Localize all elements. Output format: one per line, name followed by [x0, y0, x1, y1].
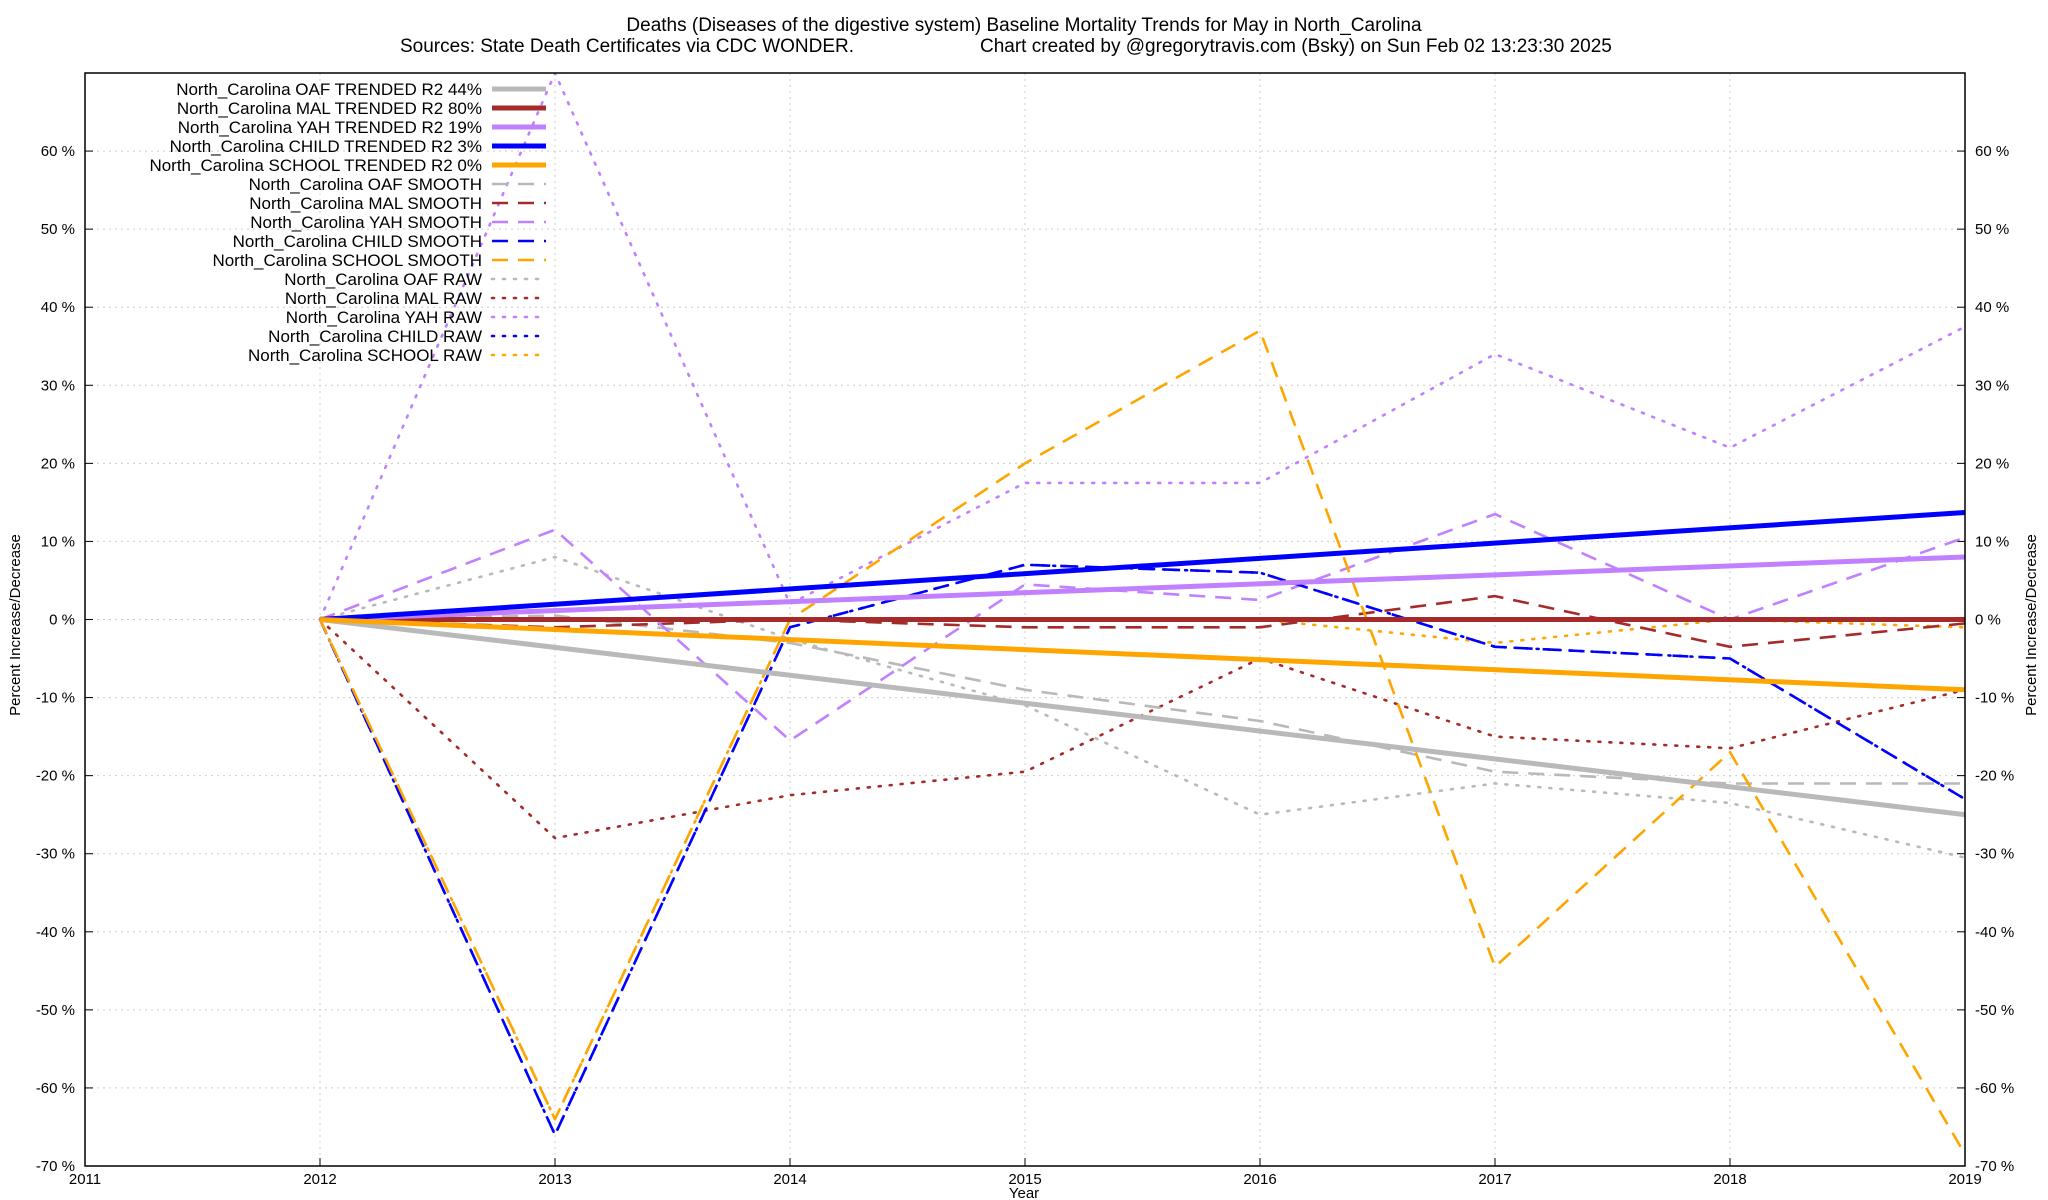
x-tick-label: 2016: [1243, 1171, 1276, 1188]
legend-label: North_Carolina OAF RAW: [284, 270, 482, 289]
legend-label: North_Carolina CHILD RAW: [268, 327, 482, 346]
y-tick-label-left: 60 %: [41, 143, 75, 160]
y-tick-label-right: -40 %: [1975, 924, 2014, 941]
chart-subtitle-credit: Chart created by @gregorytravis.com (Bsk…: [980, 36, 1612, 57]
series-line-mal-smooth: [319, 594, 1965, 649]
y-tick-label-left: 10 %: [41, 533, 75, 550]
legend-label: North_Carolina MAL SMOOTH: [249, 194, 482, 213]
y-axis-label-right: Percent Increase/Decrease: [2023, 534, 2040, 716]
legend-label: North_Carolina OAF SMOOTH: [249, 175, 482, 194]
y-tick-label-left: -50 %: [36, 1002, 75, 1019]
y-tick-label-right: -70 %: [1975, 1158, 2014, 1175]
y-tick-label-left: 40 %: [41, 299, 75, 316]
legend-label: North_Carolina MAL RAW: [285, 289, 482, 308]
y-tick-label-left: 0 %: [49, 612, 75, 629]
y-tick-label-left: -70 %: [36, 1158, 75, 1175]
legend-label: North_Carolina CHILD SMOOTH: [233, 232, 482, 251]
y-tick-label-right: -10 %: [1975, 690, 2014, 707]
series-line-school-trend: [319, 617, 1965, 693]
x-tick-label: 2019: [1948, 1171, 1981, 1188]
y-tick-label-right: 0 %: [1975, 612, 2001, 629]
series-line-oaf-raw: [318, 555, 1965, 859]
y-tick-label-right: 30 %: [1975, 377, 2009, 394]
series-line-oaf-trend: [319, 617, 1965, 818]
legend-label: North_Carolina MAL TRENDED R2 80%: [177, 99, 482, 118]
plot-frame: [84, 72, 1966, 1167]
series-lines: [318, 73, 1965, 1155]
legend-label: North_Carolina YAH RAW: [286, 308, 482, 327]
y-tick-label-left: 30 %: [41, 377, 75, 394]
y-tick-label-right: -20 %: [1975, 768, 2014, 785]
y-tick-label-left: -30 %: [36, 846, 75, 863]
y-tick-label-right: -60 %: [1975, 1080, 2014, 1097]
series-line-school-smooth: [318, 329, 1965, 1155]
x-tick-label: 2011: [69, 1171, 101, 1188]
x-tick-label: 2013: [538, 1171, 571, 1188]
y-tick-label-left: -60 %: [36, 1080, 75, 1097]
legend-label: North_Carolina SCHOOL TRENDED R2 0%: [149, 156, 482, 175]
y-tick-label-left: -20 %: [36, 768, 75, 785]
chart-subtitle-sources: Sources: State Death Certificates via CD…: [400, 36, 854, 57]
x-tick-label: 2015: [1008, 1171, 1041, 1188]
y-tick-label-right: 40 %: [1975, 299, 2009, 316]
axis-ticks: -70 % -70 % -60 % -60 % -50 % -50 % -40 % -40 %…: [36, 143, 2014, 1188]
y-axis-label-left: Percent Increase/Decrease: [7, 534, 24, 716]
y-tick-label-left: -40 %: [36, 924, 75, 941]
x-tick-label: 2017: [1478, 1171, 1511, 1188]
x-tick-label: 2014: [773, 1171, 806, 1188]
y-tick-label-right: 60 %: [1975, 143, 2009, 160]
y-tick-label-right: 50 %: [1975, 221, 2009, 238]
series-line-child-smooth: [318, 563, 1965, 1137]
y-tick-label-left: -10 %: [36, 690, 75, 707]
y-tick-label-right: 10 %: [1975, 533, 2009, 550]
y-tick-label-left: 50 %: [41, 221, 75, 238]
x-axis-label: Year: [1009, 1185, 1039, 1200]
x-tick-label: 2018: [1713, 1171, 1746, 1188]
legend-label: North_Carolina CHILD TRENDED R2 3%: [170, 137, 482, 156]
chart-title: Deaths (Diseases of the digestive system…: [626, 15, 1422, 36]
y-tick-label-right: -30 %: [1975, 846, 2014, 863]
y-tick-label-right: -50 %: [1975, 1002, 2014, 1019]
legend-label: North_Carolina SCHOOL SMOOTH: [212, 251, 482, 270]
legend-label: North_Carolina YAH TRENDED R2 19%: [178, 118, 482, 137]
series-line-yah-smooth: [319, 512, 1965, 742]
x-tick-label: 2012: [303, 1171, 336, 1188]
y-tick-label-right: 20 %: [1975, 455, 2009, 472]
legend: North_Carolina OAF TRENDED R2 44%North_C…: [149, 80, 548, 365]
legend-label: North_Carolina SCHOOL RAW: [248, 346, 482, 365]
y-tick-label-left: 20 %: [41, 455, 75, 472]
legend-label: North_Carolina YAH SMOOTH: [250, 213, 482, 232]
series-line-yah-trend: [319, 554, 1965, 622]
series-line-child-trend: [319, 510, 1965, 622]
legend-label: North_Carolina OAF TRENDED R2 44%: [176, 80, 482, 99]
